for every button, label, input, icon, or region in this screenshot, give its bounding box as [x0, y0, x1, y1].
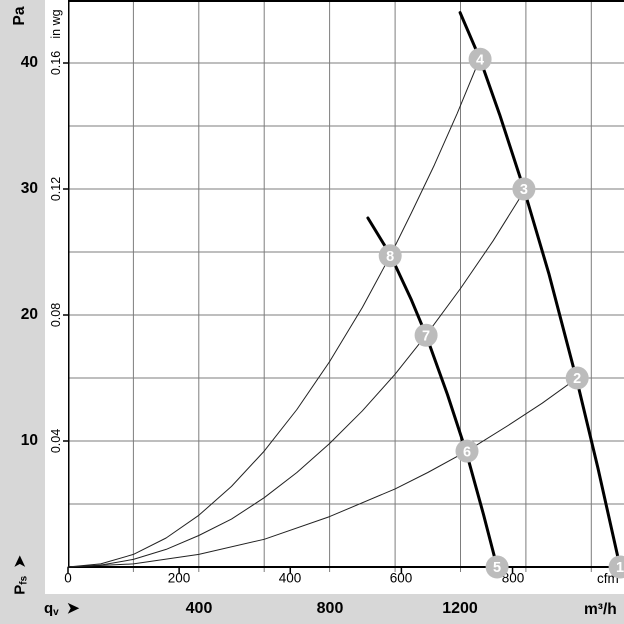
system-curve-a: [67, 57, 481, 568]
x-tick-label-cfm: 0: [64, 570, 72, 586]
x-tick-label-m3h: 800: [316, 600, 344, 617]
right-arrow-icon: ➤: [66, 600, 80, 617]
fan-curve-low-speed: [366, 216, 499, 569]
fan-curve-high-speed: [458, 11, 622, 569]
pfs-symbol: P: [11, 584, 29, 595]
operating-point-6: [455, 439, 479, 463]
plot-background: [45, 0, 624, 594]
operating-point-8: [378, 244, 402, 268]
x-tick-label-cfm: 400: [278, 570, 302, 586]
y-axis-unit-pa: Pa: [11, 6, 28, 26]
operating-point-4: [468, 47, 492, 71]
y-tick-label-inwg: 0.12: [49, 176, 63, 202]
pfs-symbol-subscript: fs: [18, 575, 30, 585]
operating-point-number: 3: [520, 182, 528, 198]
y-tick-label-pa: 10: [20, 432, 38, 449]
operating-point-5: [485, 555, 509, 579]
x-tick-label-cfm: 200: [167, 570, 191, 586]
operating-point-number: 6: [463, 444, 471, 460]
x-axis-symbol-qv: qv ➤: [44, 599, 79, 618]
operating-point-number: 7: [422, 328, 430, 344]
system-curve-b: [67, 191, 525, 568]
x-tick-label-m3h: 400: [185, 600, 213, 617]
system-curve-c: [67, 377, 578, 568]
y-tick-label-inwg: 0.16: [49, 50, 63, 76]
y-tick-label-pa: 40: [20, 54, 38, 71]
y-tick-label-inwg: 0.08: [49, 302, 63, 328]
y-tick-label-pa: 20: [20, 306, 38, 323]
operating-point-number: 4: [476, 52, 484, 68]
operating-point-number: 8: [386, 249, 394, 265]
operating-point-2: [565, 366, 589, 390]
y-tick-label-inwg: 0.04: [49, 428, 63, 454]
y-axis-unit-inwg: in wg: [49, 9, 63, 39]
operating-point-number: 5: [493, 560, 501, 576]
operating-point-7: [414, 323, 438, 347]
y-tick-label-pa: 30: [20, 180, 38, 197]
x-tick-label-cfm: 800: [501, 570, 525, 586]
operating-point-3: [512, 177, 536, 201]
operating-point-1: [608, 555, 624, 579]
y-axis-symbol-pfs: Pfs ➤: [11, 555, 30, 595]
up-arrow-icon: ➤: [11, 555, 29, 568]
qv-symbol: q: [44, 600, 54, 617]
qv-symbol-subscript: v: [53, 607, 59, 618]
x-tick-label-m3h: 1200: [442, 600, 478, 617]
operating-point-number: 1: [616, 560, 624, 576]
x-axis-unit-m3h: m³/h: [584, 601, 617, 618]
operating-point-number: 2: [573, 371, 581, 387]
x-tick-label-cfm: 600: [389, 570, 413, 586]
fan-performance-chart: 1 2 3 4 5 6 7 8: [63, 0, 624, 579]
